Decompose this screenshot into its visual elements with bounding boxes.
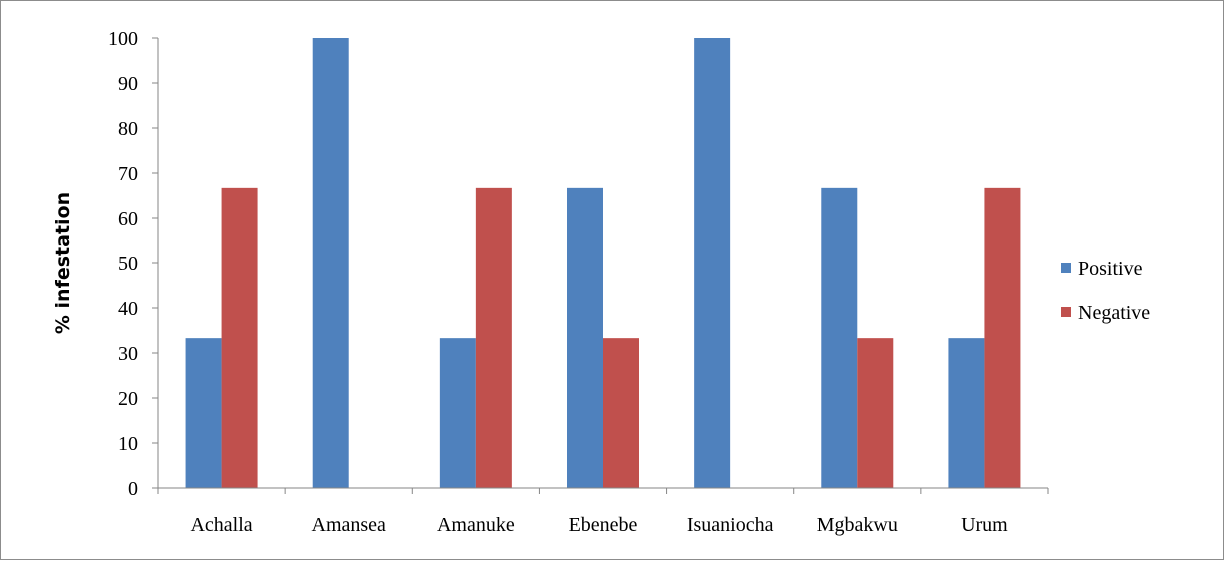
x-tick-label: Achalla [190,514,252,536]
bar-negative-amanuke [476,188,512,488]
bar-negative-urum [984,188,1020,488]
y-tick-label: 10 [118,433,138,455]
y-tick-label: 60 [118,208,138,230]
bars [186,38,1021,488]
bar-positive-achalla [186,338,222,488]
x-tick-label: Amanuke [437,514,515,536]
y-axis-ticks: 0 10 20 30 40 50 60 70 80 90 100 [108,28,158,500]
bar-positive-amanuke [440,338,476,488]
y-tick-label: 100 [108,28,138,50]
y-tick-label: 20 [118,388,138,410]
y-tick-label: 90 [118,73,138,95]
y-tick-label: 40 [118,298,138,320]
legend-swatch-negative [1061,307,1071,317]
x-tick-label: Urum [961,514,1008,536]
bar-positive-mgbakwu [821,188,857,488]
bar-negative-achalla [222,188,258,488]
bar-positive-amansea [313,38,349,488]
bar-positive-ebenebe [567,188,603,488]
y-axis-title: % infestation [52,192,74,334]
y-tick-label: 0 [128,478,138,500]
y-tick-label: 50 [118,253,138,275]
x-tick-label: Amansea [312,514,387,536]
x-axis-ticks: Achalla Amansea Amanuke Ebenebe Isuaniocha Mg… [158,488,1048,536]
y-tick-label: 30 [118,343,138,365]
bar-negative-ebenebe [603,338,639,488]
x-tick-label: Isuaniocha [687,514,774,536]
bar-negative-mgbakwu [857,338,893,488]
y-axis-title-group: % infestation [52,192,74,334]
legend-label-positive: Positive [1078,258,1143,280]
x-tick-label: Mgbakwu [817,514,898,536]
bar-positive-isuaniocha [694,38,730,488]
x-tick-label: Ebenebe [569,514,638,536]
y-tick-label: 80 [118,118,138,140]
legend: Positive Negative [1061,258,1150,324]
y-tick-label: 70 [118,163,138,185]
legend-swatch-positive [1061,263,1071,273]
legend-label-negative: Negative [1078,302,1150,324]
bar-positive-urum [948,338,984,488]
